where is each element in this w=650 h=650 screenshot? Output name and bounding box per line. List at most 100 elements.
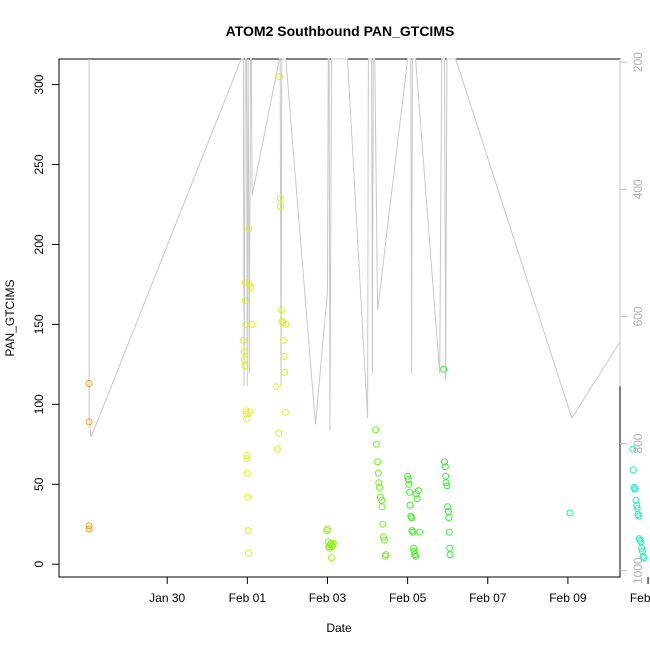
data-point <box>280 352 288 360</box>
data-point <box>85 522 93 530</box>
data-point <box>245 549 252 557</box>
x-tick-label: Feb 03 <box>309 591 347 605</box>
data-point <box>85 418 93 426</box>
data-point <box>382 551 390 559</box>
data-point <box>243 415 250 423</box>
data-point <box>441 458 448 466</box>
data-point <box>273 445 281 453</box>
data-point <box>409 528 417 536</box>
data-point <box>444 503 452 511</box>
x-tick-label: Feb 11 <box>630 591 650 605</box>
y-tick-label: 100 <box>32 394 46 414</box>
y-tick-label: 300 <box>32 74 46 94</box>
data-point <box>404 476 412 483</box>
data-point <box>445 514 453 522</box>
data-point <box>380 533 388 541</box>
data-point <box>376 484 384 491</box>
data-point <box>282 320 290 328</box>
data-point <box>240 348 248 356</box>
data-point <box>85 525 93 533</box>
y2-tick-label: 200 <box>631 52 645 72</box>
y2-tick-label: 1000 <box>631 557 645 584</box>
data-point <box>272 383 280 391</box>
data-point <box>245 280 253 288</box>
data-point <box>631 485 639 493</box>
y2-tick-label: 800 <box>631 433 645 453</box>
y-tick-label: 50 <box>32 477 46 491</box>
data-point <box>635 512 643 520</box>
data-point <box>378 503 386 511</box>
data-point <box>440 365 448 373</box>
data-point <box>416 528 424 536</box>
y-tick-label: 250 <box>32 154 46 174</box>
data-point <box>441 463 449 471</box>
data-point <box>244 493 252 501</box>
secondary-y-axis: 200 400 600 800 1000 <box>620 52 645 584</box>
data-point <box>328 554 335 562</box>
data-point <box>442 479 450 487</box>
y2-tick-label: 600 <box>631 306 645 326</box>
data-point <box>246 408 254 416</box>
data-point <box>412 552 420 560</box>
pressure-trace <box>88 58 621 438</box>
data-point <box>243 455 251 463</box>
data-point <box>629 466 637 474</box>
data-point <box>372 426 380 434</box>
data-point <box>408 514 416 522</box>
x-tick-label: Feb 07 <box>469 591 507 605</box>
data-point <box>241 279 249 287</box>
data-point <box>410 547 418 555</box>
data-point <box>638 544 646 552</box>
data-point <box>633 501 641 509</box>
data-point <box>275 73 283 81</box>
data-point <box>374 469 382 477</box>
data-point <box>405 480 413 488</box>
data-point <box>324 525 331 533</box>
x-tick-label: Jan 30 <box>149 591 185 605</box>
y-tick-label: 0 <box>32 561 46 568</box>
data-point <box>248 320 256 328</box>
data-point <box>277 306 285 314</box>
data-point <box>245 225 253 232</box>
data-point <box>414 487 422 495</box>
data-point <box>632 496 640 504</box>
data-point <box>376 493 384 501</box>
y-tick-label: 150 <box>32 314 46 334</box>
data-point <box>244 527 252 535</box>
data-point <box>375 479 383 487</box>
data-point <box>404 472 412 480</box>
data-point <box>413 495 421 503</box>
data-point <box>445 528 453 536</box>
data-point <box>372 440 380 448</box>
data-point <box>379 520 387 528</box>
data-point <box>279 336 287 344</box>
data-point <box>277 202 285 210</box>
x-tick-label: Feb 01 <box>229 591 267 605</box>
data-point <box>406 488 414 496</box>
data-point <box>406 501 414 509</box>
data-point <box>380 536 388 544</box>
data-point <box>410 544 418 552</box>
y-axis-label: PAN_GTCIMS <box>3 279 17 356</box>
x-tick-label: Feb 09 <box>549 591 587 605</box>
data-point <box>281 408 289 416</box>
x-axis-label: Date <box>326 621 352 635</box>
data-point <box>85 380 93 387</box>
data-points <box>85 73 648 562</box>
data-point <box>239 336 247 344</box>
data-point <box>629 445 637 453</box>
y-axis: 0 50 100 150 200 250 300 <box>32 74 59 568</box>
data-point <box>281 368 289 376</box>
data-point <box>247 284 254 292</box>
pressure-trace-line <box>88 58 621 438</box>
x-tick-label: Feb 05 <box>389 591 427 605</box>
data-point <box>275 429 283 437</box>
data-point <box>241 296 249 304</box>
data-point <box>640 554 648 562</box>
data-point <box>566 509 574 517</box>
y2-tick-label: 400 <box>631 179 645 199</box>
data-point <box>276 194 284 202</box>
data-point <box>243 452 251 459</box>
